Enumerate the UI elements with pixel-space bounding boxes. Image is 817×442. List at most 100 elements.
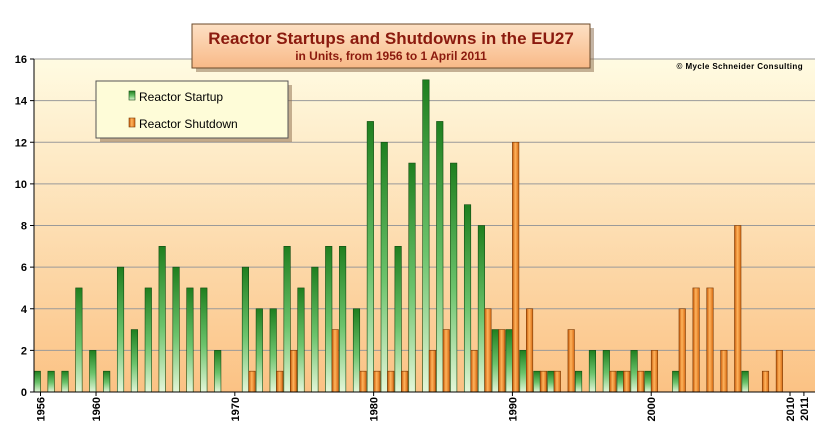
- startup-bar: [47, 370, 55, 393]
- x-axis-ticks: 1956 1960 1970 1980 1990 2000 2010 2011: [36, 392, 811, 421]
- startup-bar: [144, 287, 152, 393]
- shutdown-bar: [692, 287, 700, 393]
- startup-bar: [436, 121, 444, 393]
- startup-bar: [130, 329, 138, 393]
- y-tick-label: 2: [21, 345, 27, 357]
- startup-bar: [741, 370, 749, 393]
- legend-label-shutdown: Reactor Shutdown: [139, 117, 238, 131]
- startup-bar: [602, 350, 610, 393]
- startup-bar: [116, 266, 125, 393]
- y-tick-label: 14: [15, 96, 28, 108]
- y-tick-label: 16: [15, 54, 27, 66]
- shutdown-bar: [761, 370, 770, 393]
- shutdown-bar: [290, 350, 298, 393]
- startup-bar: [408, 162, 416, 393]
- startup-bar: [380, 141, 388, 393]
- y-tick-label: 6: [21, 262, 27, 274]
- bars: [33, 79, 783, 393]
- startup-bar: [394, 246, 402, 393]
- shutdown-bar: [387, 370, 395, 393]
- shutdown-bar: [539, 370, 547, 393]
- startup-bar: [103, 370, 111, 393]
- legend: Reactor Startup Reactor Shutdown: [95, 80, 292, 142]
- x-tick-label: 1960: [91, 397, 103, 421]
- y-tick-label: 4: [21, 304, 28, 316]
- shutdown-bar: [678, 308, 686, 393]
- startup-bar: [491, 329, 499, 393]
- startup-bar: [519, 350, 527, 393]
- startup-bar: [186, 287, 194, 393]
- shutdown-bar: [553, 370, 561, 393]
- startup-bar: [61, 370, 69, 393]
- shutdown-bar: [331, 329, 339, 393]
- shutdown-bar: [720, 350, 728, 393]
- shutdown-bar: [248, 370, 256, 393]
- chart-subtitle: in Units, from 1956 to 1 April 2011: [295, 49, 487, 63]
- shutdown-bar: [775, 350, 783, 393]
- shutdown-bar: [373, 370, 381, 393]
- startup-bar: [422, 79, 430, 393]
- startup-bar: [630, 350, 638, 393]
- x-tick-label: 2010: [785, 397, 797, 421]
- startup-bar: [297, 287, 305, 393]
- startup-bar: [172, 266, 180, 393]
- legend-swatch-startup: [128, 90, 136, 101]
- startup-bar: [311, 266, 319, 393]
- startup-bar: [463, 204, 472, 393]
- shutdown-bar: [609, 370, 617, 393]
- startup-bar: [533, 370, 541, 393]
- y-tick-label: 8: [21, 221, 27, 233]
- startup-bar: [352, 308, 361, 393]
- shutdown-bar: [498, 329, 506, 393]
- startup-bar: [269, 308, 277, 393]
- shutdown-bar: [428, 350, 436, 393]
- shutdown-bar: [512, 141, 520, 393]
- shutdown-bar: [276, 370, 284, 393]
- x-tick-label: 1970: [230, 397, 242, 421]
- startup-bar: [200, 287, 208, 393]
- legend-swatch-shutdown: [128, 117, 136, 128]
- shutdown-bar: [442, 329, 450, 393]
- startup-bar: [477, 225, 485, 393]
- startup-bar: [283, 246, 291, 393]
- shutdown-bar: [734, 225, 742, 393]
- startup-bar: [255, 308, 263, 393]
- shutdown-bar: [359, 370, 367, 393]
- startup-bar: [75, 287, 83, 393]
- shutdown-bar: [637, 370, 645, 393]
- shutdown-bar: [401, 370, 409, 393]
- y-tick-label: 12: [15, 137, 27, 149]
- shutdown-bar: [567, 329, 575, 393]
- chart-title: Reactor Startups and Shutdowns in the EU…: [208, 29, 574, 48]
- startup-bar: [547, 370, 555, 393]
- startup-bar: [644, 370, 652, 393]
- startup-bar: [366, 121, 374, 393]
- startup-bar: [241, 266, 249, 393]
- x-tick-label: 1956: [36, 397, 48, 421]
- legend-label-startup: Reactor Startup: [139, 90, 223, 104]
- y-tick-label: 0: [21, 387, 27, 399]
- startup-bar: [505, 329, 513, 393]
- startup-bar: [325, 246, 333, 393]
- startup-bar: [588, 350, 597, 393]
- title-box: Reactor Startups and Shutdowns in the EU…: [191, 23, 594, 72]
- startup-bar: [450, 162, 458, 393]
- y-axis-ticks: 0 2 4 6 8 10 12 14 16: [15, 54, 34, 399]
- y-tick-label: 10: [15, 179, 27, 191]
- shutdown-bar: [650, 350, 659, 393]
- copyright-text: © Mycle Schneider Consulting: [677, 62, 803, 71]
- startup-bar: [616, 370, 624, 393]
- x-tick-label: 2000: [646, 397, 658, 421]
- shutdown-bar: [623, 370, 631, 393]
- shutdown-bar: [484, 308, 492, 393]
- startup-bar: [214, 350, 222, 393]
- startup-bar: [672, 370, 680, 393]
- shutdown-bar: [470, 350, 478, 393]
- startup-bar: [575, 370, 583, 393]
- shutdown-bar: [525, 308, 534, 393]
- startup-bar: [89, 350, 97, 393]
- x-tick-label: 1990: [507, 397, 519, 421]
- x-tick-label: 2011: [799, 397, 811, 421]
- x-tick-label: 1980: [369, 397, 381, 421]
